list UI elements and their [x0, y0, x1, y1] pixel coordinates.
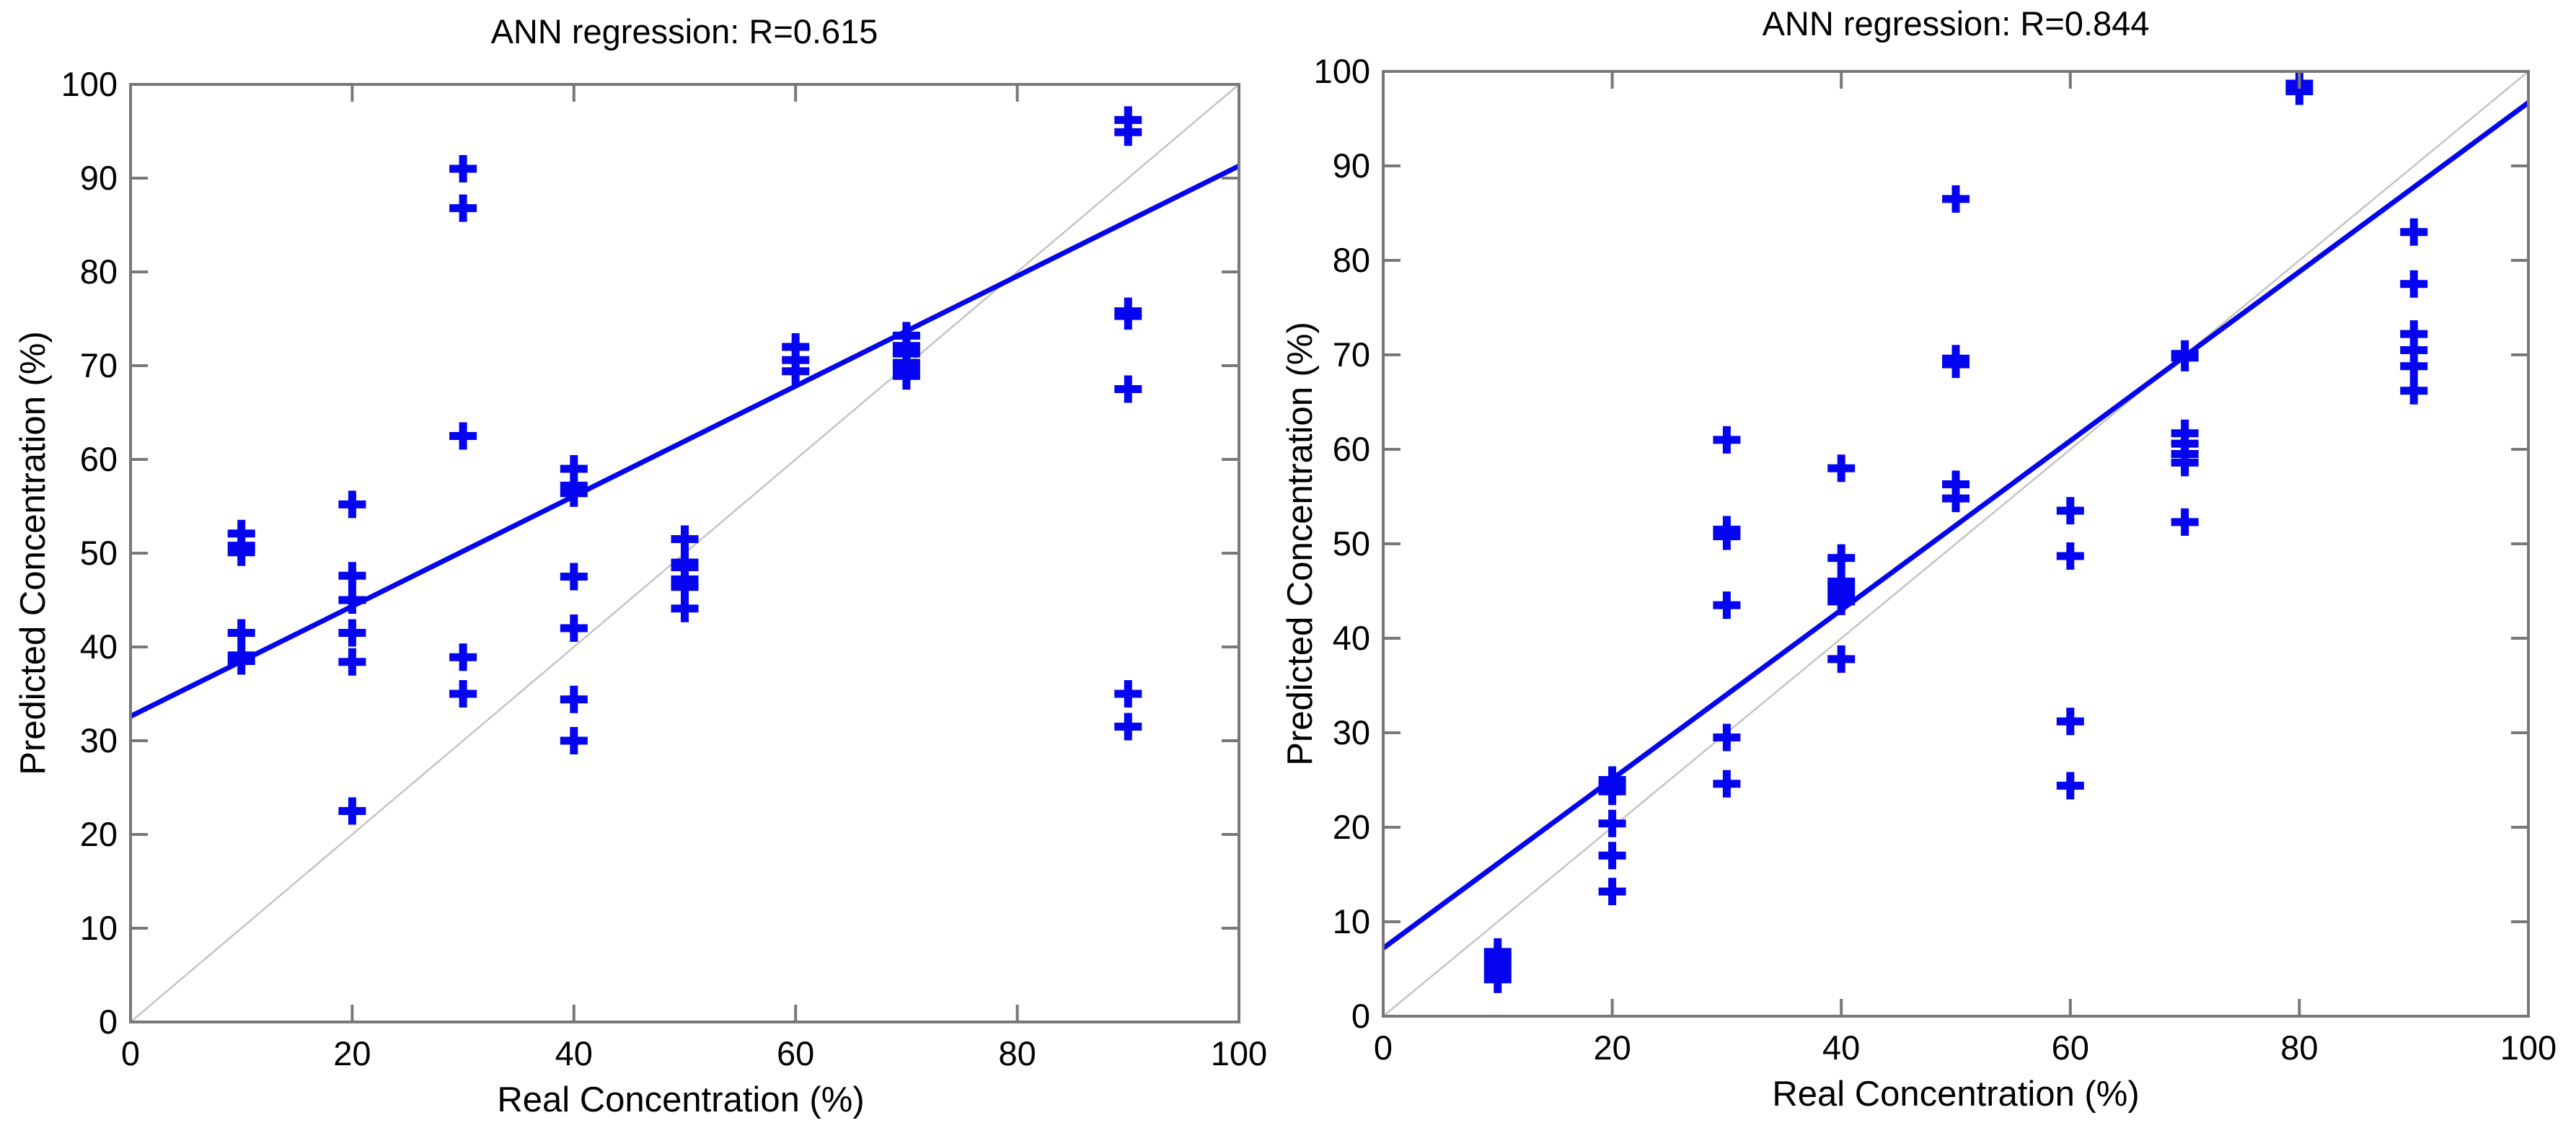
- right-ticks: 0 20 40 60 80 100 0 10 20 30 40 50 60 70 80 90 100: [1314, 52, 2557, 1067]
- left-y-tick-label: 30: [80, 721, 118, 759]
- right-y-tick-label: 70: [1333, 335, 1370, 374]
- right-fit-line: [1381, 100, 2531, 951]
- left-y-tick-label: 80: [80, 252, 118, 291]
- right-y-tick-label: 80: [1333, 241, 1370, 279]
- left-x-tick-label: 100: [1211, 1034, 1267, 1072]
- right-x-axis-label: Real Concentration (%): [1772, 1075, 2140, 1114]
- right-y-tick-label: 90: [1333, 146, 1370, 185]
- left-plot: 0 20 40 60 80 100 0 10 20 30 40 50 60 70 80 90 100: [61, 65, 1268, 1072]
- right-x-tick-label: 20: [1593, 1028, 1631, 1067]
- left-x-tick-label: 80: [998, 1034, 1036, 1072]
- left-y-tick-label: 90: [80, 159, 118, 197]
- right-identity-line: [1382, 71, 2529, 1017]
- left-x-tick-label: 0: [121, 1034, 140, 1072]
- right-x-tick-label: 80: [2280, 1028, 2318, 1067]
- left-y-tick-label: 40: [80, 627, 118, 666]
- left-y-axis-label: Predicted Concentration (%): [14, 331, 53, 775]
- right-x-tick-label: 100: [2500, 1028, 2557, 1067]
- left-fit-line: [129, 163, 1240, 719]
- right-y-tick-label: 40: [1333, 619, 1370, 657]
- left-ticks: 0 20 40 60 80 100 0 10 20 30 40 50 60 70 80 90 100: [61, 65, 1268, 1072]
- right-y-tick-label: 60: [1333, 430, 1370, 468]
- right-y-tick-label: 0: [1351, 997, 1370, 1035]
- left-x-tick-label: 60: [777, 1034, 814, 1072]
- right-chart-title: ANN regression: R=0.844: [1762, 4, 2150, 43]
- left-chart-title: ANN regression: R=0.615: [490, 12, 878, 50]
- right-x-tick-label: 0: [1374, 1028, 1393, 1067]
- left-data-markers: [227, 106, 1142, 825]
- left-y-tick-label: 60: [80, 440, 118, 478]
- right-y-axis-label: Predicted Concentration (%): [1281, 322, 1320, 766]
- left-y-tick-label: 50: [80, 534, 118, 572]
- right-y-tick-label: 20: [1333, 808, 1370, 846]
- left-y-tick-label: 70: [80, 346, 118, 384]
- left-y-tick-label: 10: [80, 909, 118, 947]
- left-x-tick-label: 20: [333, 1034, 371, 1072]
- right-y-tick-label: 10: [1333, 902, 1370, 940]
- right-y-tick-label: 100: [1314, 52, 1370, 90]
- right-x-tick-label: 40: [1822, 1028, 1860, 1067]
- left-y-tick-label: 100: [61, 65, 118, 103]
- left-x-tick-label: 40: [555, 1034, 593, 1072]
- right-plot: 0 20 40 60 80 100 0 10 20 30 40 50 60 70 80 90 100: [1314, 52, 2557, 1067]
- right-y-tick-label: 50: [1333, 524, 1370, 563]
- right-y-tick-label: 30: [1333, 713, 1370, 752]
- left-y-tick-label: 20: [80, 815, 118, 853]
- left-x-axis-label: Real Concentration (%): [497, 1080, 865, 1119]
- left-y-tick-label: 0: [99, 1003, 118, 1041]
- right-data-markers: [1483, 70, 2428, 993]
- right-x-tick-label: 60: [2052, 1028, 2089, 1067]
